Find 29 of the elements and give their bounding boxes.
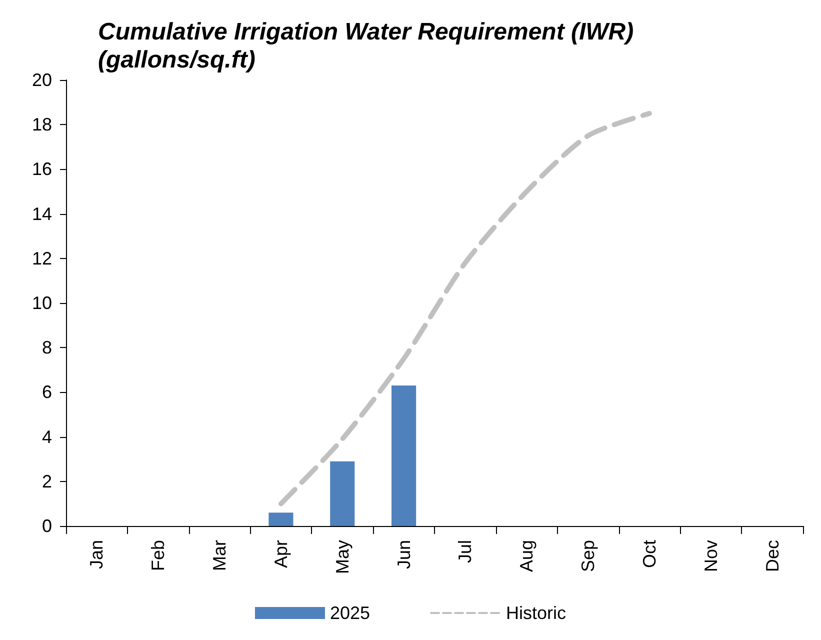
y-tick-label: 0 <box>42 516 52 536</box>
x-tick-label: Oct <box>639 540 660 568</box>
y-tick-label: 14 <box>32 204 52 224</box>
bar <box>268 512 294 526</box>
chart-title: Cumulative Irrigation Water Requirement (IWR) (gallons/sq.ft) <box>98 18 634 74</box>
x-tick-label: May <box>332 540 352 574</box>
x-tick-label: Jul <box>455 540 476 564</box>
y-tick-label: 16 <box>32 159 52 180</box>
x-tick-label: Feb <box>148 540 168 572</box>
y-tick-label: 18 <box>32 114 52 135</box>
bar <box>330 461 355 526</box>
legend-label: Historic <box>506 603 566 623</box>
legend-label: 2025 <box>330 603 370 623</box>
y-tick-label: 12 <box>32 248 52 268</box>
y-tick-label: 20 <box>32 70 52 90</box>
x-tick-label: Apr <box>270 540 291 568</box>
x-tick-label: Nov <box>700 540 721 572</box>
x-tick-label: Aug <box>516 540 537 572</box>
bar <box>392 386 416 526</box>
x-tick-label: Mar <box>210 540 230 571</box>
y-tick-label: 2 <box>42 471 52 492</box>
y-tick-label: 4 <box>42 426 52 447</box>
x-tick-label: Jan <box>86 540 107 570</box>
x-tick-label: Sep <box>578 540 598 572</box>
x-tick-label: Jun <box>394 540 414 570</box>
x-tick-label: Dec <box>762 540 782 572</box>
y-tick-label: 8 <box>42 338 52 358</box>
y-tick-label: 6 <box>42 382 52 402</box>
y-tick-label: 10 <box>32 293 52 313</box>
